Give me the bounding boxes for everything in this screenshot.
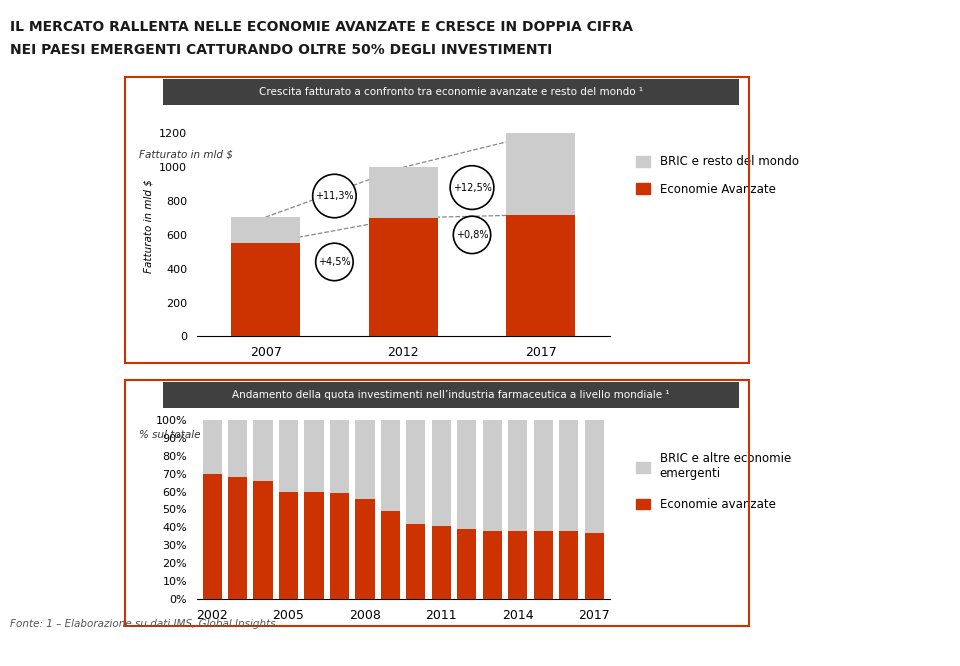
Bar: [355, 499, 374, 599]
Bar: [228, 420, 247, 477]
Bar: [304, 492, 324, 599]
Bar: [534, 531, 553, 599]
Bar: [253, 481, 273, 599]
Bar: [369, 218, 438, 336]
Bar: [228, 477, 247, 599]
Bar: [203, 420, 222, 474]
Legend: BRIC e resto del mondo, Economie Avanzate: BRIC e resto del mondo, Economie Avanzat…: [636, 155, 799, 196]
Bar: [406, 524, 425, 599]
Y-axis label: Fatturato in mld $: Fatturato in mld $: [143, 180, 154, 273]
Bar: [507, 214, 575, 336]
Bar: [231, 217, 300, 243]
Bar: [381, 420, 400, 511]
Text: Fatturato in mld $: Fatturato in mld $: [139, 150, 233, 160]
Text: 5: 5: [757, 641, 769, 656]
Bar: [369, 167, 438, 218]
Text: % sul totale: % sul totale: [139, 430, 201, 440]
Bar: [406, 420, 425, 524]
Bar: [508, 531, 527, 599]
Text: IL MERCATO RALLENTA NELLE ECONOMIE AVANZATE E CRESCE IN DOPPIA CIFRA: IL MERCATO RALLENTA NELLE ECONOMIE AVANZ…: [10, 20, 633, 34]
Bar: [432, 525, 451, 599]
Text: Fonte: 1 – Elaborazione su dati IMS, Global Insights: Fonte: 1 – Elaborazione su dati IMS, Glo…: [10, 619, 276, 629]
Text: +11,3%: +11,3%: [315, 191, 353, 201]
Bar: [231, 243, 300, 336]
Bar: [483, 420, 502, 531]
Bar: [279, 420, 299, 492]
Text: Crescita fatturato a confronto tra economie avanzate e resto del mondo ¹: Crescita fatturato a confronto tra econo…: [259, 87, 643, 97]
Bar: [534, 420, 553, 531]
Bar: [432, 420, 451, 525]
Bar: [330, 420, 349, 494]
Bar: [585, 533, 604, 599]
Text: +0,8%: +0,8%: [456, 230, 489, 240]
Bar: [560, 420, 578, 531]
Text: +4,5%: +4,5%: [318, 257, 350, 267]
Legend: BRIC e altre economie
emergenti, Economie avanzate: BRIC e altre economie emergenti, Economi…: [636, 452, 791, 511]
Bar: [253, 420, 273, 481]
Bar: [457, 529, 476, 599]
Bar: [304, 420, 324, 492]
Bar: [330, 494, 349, 599]
Bar: [507, 133, 575, 214]
Text: NEI PAESI EMERGENTI CATTURANDO OLTRE 50% DEGLI INVESTIMENTI: NEI PAESI EMERGENTI CATTURANDO OLTRE 50%…: [10, 43, 552, 57]
Text: Andamento della quota investimenti nell’industria farmaceutica a livello mondial: Andamento della quota investimenti nell’…: [232, 390, 670, 400]
Bar: [560, 531, 578, 599]
Bar: [355, 420, 374, 499]
Bar: [508, 420, 527, 531]
Text: Demet & Company: Demet & Company: [814, 642, 933, 655]
Bar: [279, 492, 299, 599]
Bar: [381, 511, 400, 599]
Bar: [457, 420, 476, 529]
Bar: [585, 420, 604, 533]
Bar: [203, 474, 222, 599]
Bar: [483, 531, 502, 599]
Text: +12,5%: +12,5%: [452, 182, 492, 192]
